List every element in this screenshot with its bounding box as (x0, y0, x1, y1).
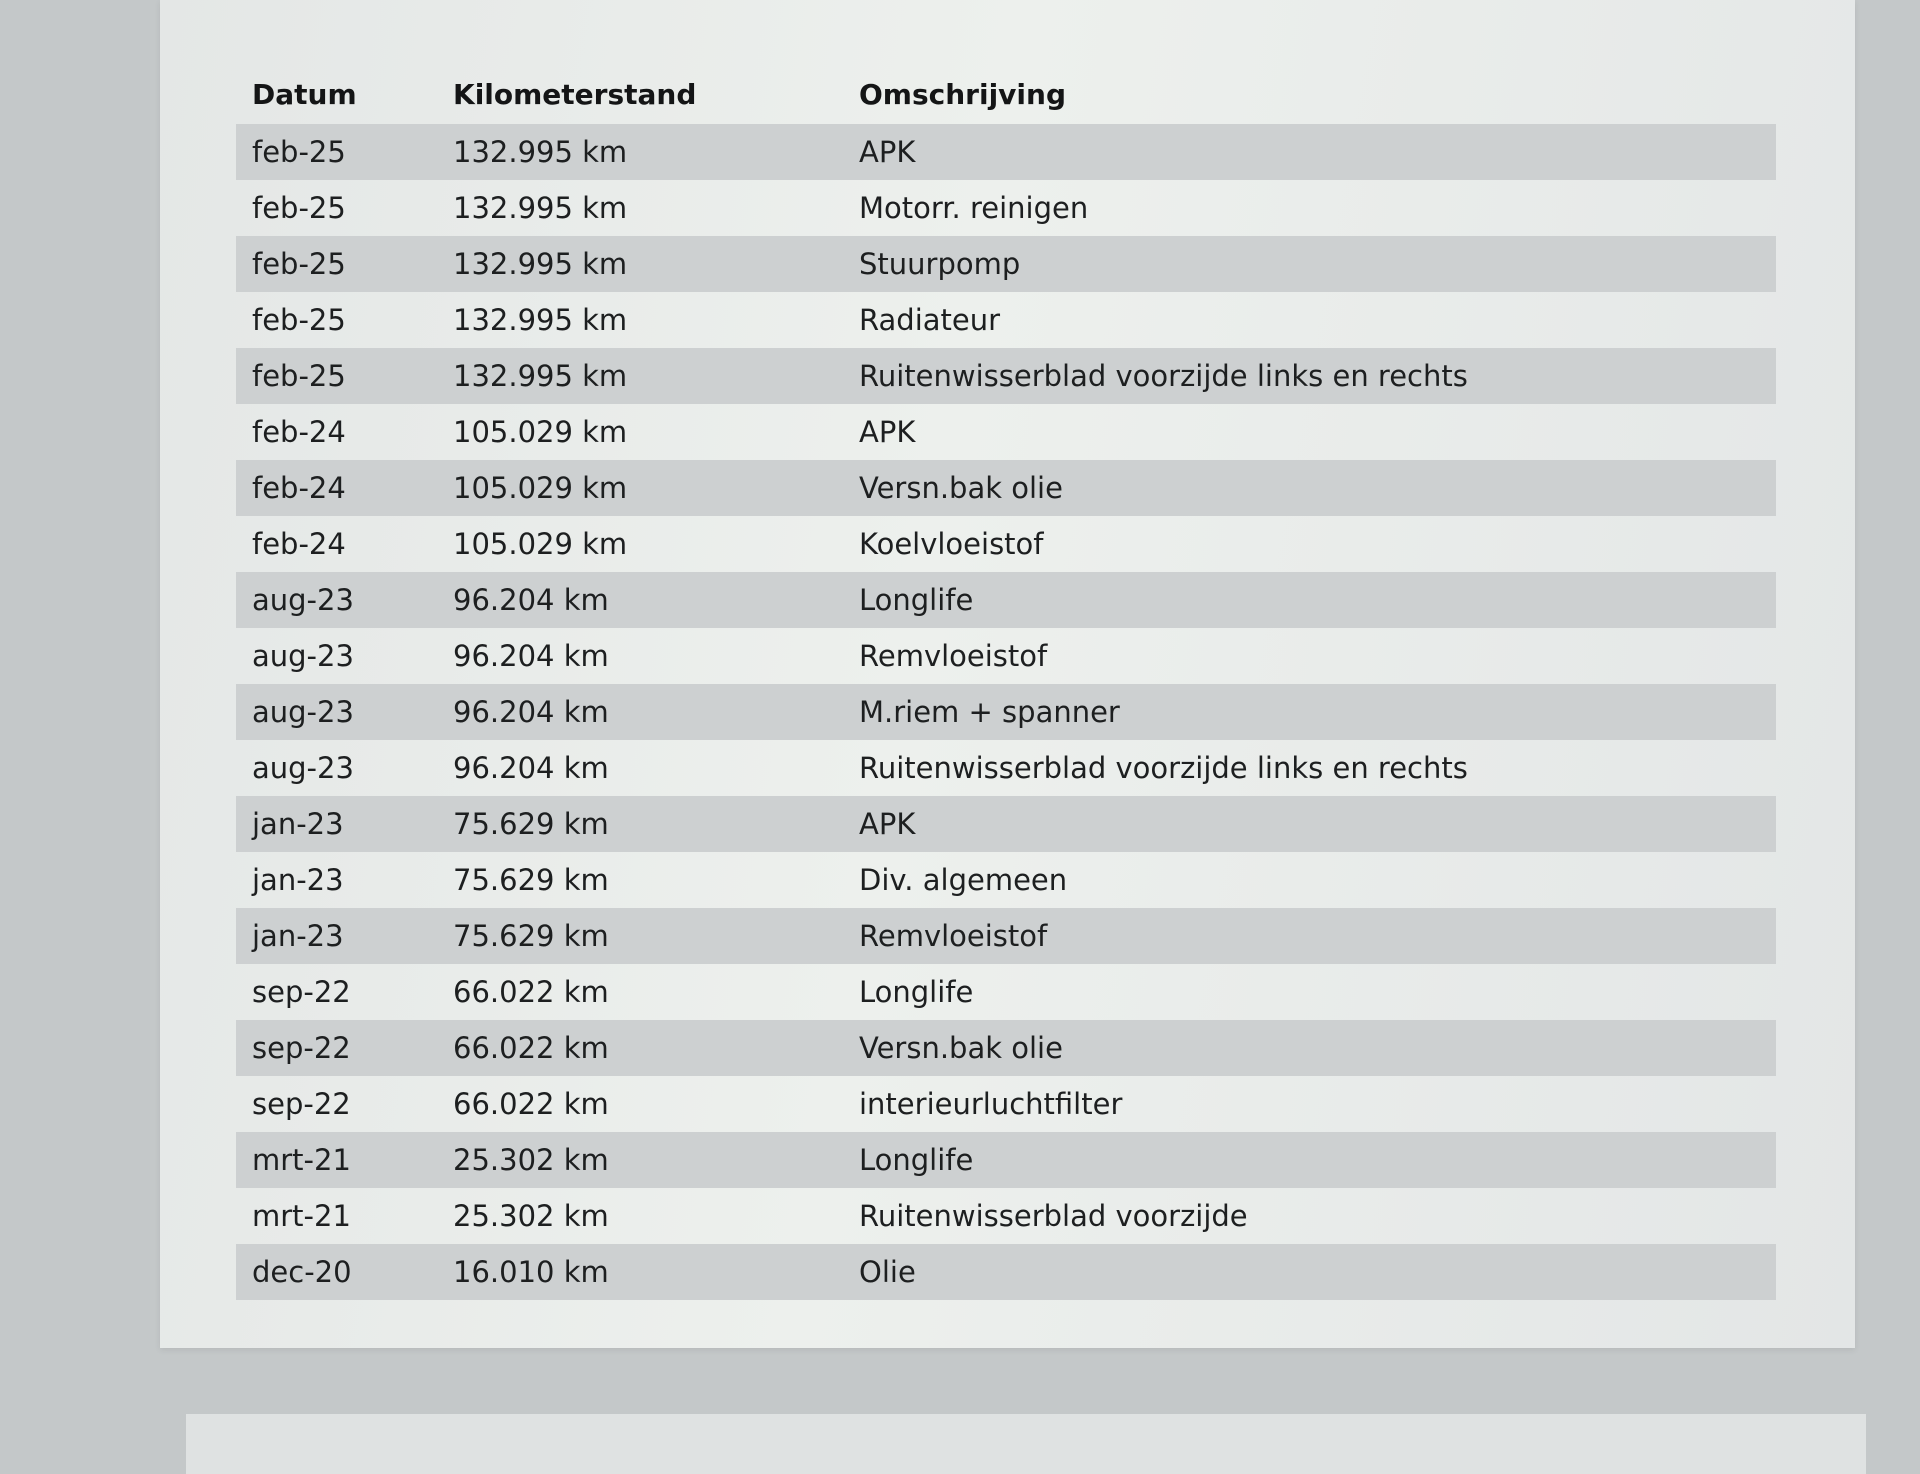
km-cell: 25.302 km (453, 1143, 609, 1177)
km-cell: 96.204 km (453, 639, 609, 673)
description-cell: Ruitenwisserblad voorzijde links en rech… (859, 359, 1468, 393)
date-cell: jan-23 (252, 863, 344, 897)
km-cell: 75.629 km (453, 919, 609, 953)
description-cell: Ruitenwisserblad voorzijde links en rech… (859, 751, 1468, 785)
km-cell: 75.629 km (453, 807, 609, 841)
date-cell: aug-23 (252, 639, 354, 673)
date-cell: feb-25 (252, 359, 346, 393)
description-cell: Koelvloeistof (859, 527, 1044, 561)
date-cell: jan-23 (252, 919, 344, 953)
date-cell: jan-23 (252, 807, 344, 841)
km-cell: 132.995 km (453, 191, 628, 225)
header-datum: Datum (252, 77, 357, 111)
description-cell: Radiateur (859, 303, 1001, 337)
description-cell: Longlife (859, 583, 974, 617)
description-cell: APK (859, 415, 916, 449)
km-cell: 66.022 km (453, 1087, 609, 1121)
date-cell: sep-22 (252, 975, 351, 1009)
table-row: feb-24 105.029 km Versn.bak olie (236, 460, 1776, 516)
table-row: aug-23 96.204 km Longlife (236, 572, 1776, 628)
table-row: aug-23 96.204 km Ruitenwisserblad voorzijd… (236, 740, 1776, 796)
description-cell: Longlife (859, 975, 974, 1009)
date-cell: aug-23 (252, 695, 354, 729)
date-cell: feb-25 (252, 303, 346, 337)
description-cell: Olie (859, 1255, 916, 1289)
date-cell: feb-25 (252, 135, 346, 169)
table-row: jan-23 75.629 km APK (236, 796, 1776, 852)
date-cell: feb-24 (252, 471, 346, 505)
km-cell: 96.204 km (453, 583, 609, 617)
date-cell: feb-25 (252, 191, 346, 225)
km-cell: 96.204 km (453, 751, 609, 785)
table-row: dec-20 16.010 km Olie (236, 1244, 1776, 1300)
header-omschrijving: Omschrijving (859, 77, 1067, 111)
km-cell: 25.302 km (453, 1199, 609, 1233)
description-cell: Motorr. reinigen (859, 191, 1089, 225)
date-cell: feb-25 (252, 247, 346, 281)
next-card (186, 1414, 1866, 1474)
km-cell: 105.029 km (453, 415, 628, 449)
description-cell: Longlife (859, 1143, 974, 1177)
table-row: feb-25 132.995 km Radiateur (236, 292, 1776, 348)
description-cell: M.riem + spanner (859, 695, 1120, 729)
km-cell: 66.022 km (453, 975, 609, 1009)
date-cell: mrt-21 (252, 1199, 351, 1233)
table-row: jan-23 75.629 km Div. algemeen (236, 852, 1776, 908)
date-cell: aug-23 (252, 751, 354, 785)
date-cell: feb-24 (252, 527, 346, 561)
date-cell: feb-24 (252, 415, 346, 449)
description-cell: Remvloeistof (859, 919, 1048, 953)
km-cell: 105.029 km (453, 527, 628, 561)
date-cell: aug-23 (252, 583, 354, 617)
description-cell: Versn.bak olie (859, 471, 1063, 505)
table-row: jan-23 75.629 km Remvloeistof (236, 908, 1776, 964)
table-row: feb-24 105.029 km Koelvloeistof (236, 516, 1776, 572)
km-cell: 132.995 km (453, 135, 628, 169)
km-cell: 16.010 km (453, 1255, 609, 1289)
description-cell: Versn.bak olie (859, 1031, 1063, 1065)
table-row: feb-25 132.995 km Stuurpomp (236, 236, 1776, 292)
table-row: aug-23 96.204 km Remvloeistof (236, 628, 1776, 684)
description-cell: APK (859, 807, 916, 841)
table-header-row: Datum Kilometerstand Omschrijving (236, 74, 1776, 124)
km-cell: 132.995 km (453, 247, 628, 281)
maintenance-history-card: Datum Kilometerstand Omschrijving feb-25… (160, 0, 1855, 1348)
date-cell: sep-22 (252, 1087, 351, 1121)
km-cell: 132.995 km (453, 303, 628, 337)
table-row: feb-25 132.995 km APK (236, 124, 1776, 180)
header-kilometerstand: Kilometerstand (453, 77, 697, 111)
description-cell: APK (859, 135, 916, 169)
description-cell: Remvloeistof (859, 639, 1048, 673)
table-row: feb-25 132.995 km Ruitenwisserblad voorzij… (236, 348, 1776, 404)
km-cell: 105.029 km (453, 471, 628, 505)
km-cell: 75.629 km (453, 863, 609, 897)
description-cell: Div. algemeen (859, 863, 1068, 897)
table-row: mrt-21 25.302 km Ruitenwisserblad voorzijd… (236, 1188, 1776, 1244)
table-row: sep-22 66.022 km Versn.bak olie (236, 1020, 1776, 1076)
description-cell: Ruitenwisserblad voorzijde (859, 1199, 1248, 1233)
date-cell: sep-22 (252, 1031, 351, 1065)
km-cell: 96.204 km (453, 695, 609, 729)
table-row: sep-22 66.022 km Longlife (236, 964, 1776, 1020)
km-cell: 66.022 km (453, 1031, 609, 1065)
table-row: feb-24 105.029 km APK (236, 404, 1776, 460)
table-row: feb-25 132.995 km Motorr. reinigen (236, 180, 1776, 236)
table-row: mrt-21 25.302 km Longlife (236, 1132, 1776, 1188)
table-row: aug-23 96.204 km M.riem + spanner (236, 684, 1776, 740)
maintenance-table: Datum Kilometerstand Omschrijving feb-25… (236, 74, 1776, 1300)
description-cell: interieurluchtfilter (859, 1087, 1123, 1121)
table-row: sep-22 66.022 km interieurluchtfilter (236, 1076, 1776, 1132)
description-cell: Stuurpomp (859, 247, 1021, 281)
date-cell: dec-20 (252, 1255, 352, 1289)
km-cell: 132.995 km (453, 359, 628, 393)
date-cell: mrt-21 (252, 1143, 351, 1177)
